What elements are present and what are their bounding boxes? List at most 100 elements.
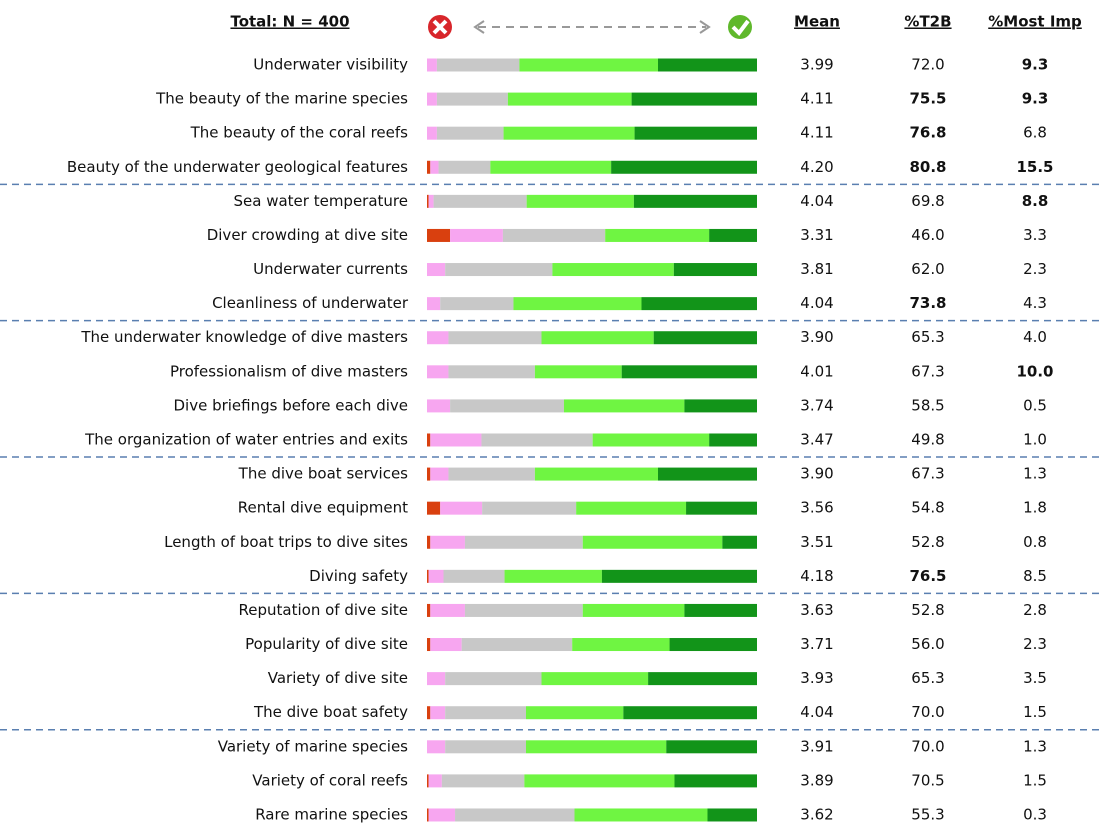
bar-segment: [430, 638, 462, 652]
cell-value: 49.8: [911, 430, 944, 448]
cell-value: 1.0: [1023, 430, 1047, 448]
bar-segment: [427, 672, 446, 686]
cell-value: 8.5: [1023, 567, 1047, 585]
cell-value: 72.0: [911, 56, 944, 74]
bar-segment: [686, 501, 757, 515]
bar-segment: [563, 399, 685, 413]
bar-segment: [633, 194, 757, 208]
cell-value: 4.04: [800, 192, 833, 210]
bar-segment: [582, 535, 723, 549]
cell-value: 1.3: [1023, 737, 1047, 755]
bar-segment: [430, 467, 449, 481]
row-label: Rare marine species: [255, 805, 408, 823]
row-label: Variety of coral reefs: [252, 771, 408, 789]
cell-value: 65.3: [911, 669, 944, 687]
bar-segment: [576, 501, 687, 515]
bar-segment: [441, 774, 525, 788]
bar-segment: [427, 740, 446, 754]
bar-segment: [658, 467, 757, 481]
cell-value: 65.3: [911, 328, 944, 346]
cell-value: 70.5: [911, 771, 944, 789]
bar-segment: [524, 774, 675, 788]
bar-segment: [461, 638, 573, 652]
bar-segment: [552, 263, 674, 277]
bar-segment: [592, 433, 710, 447]
bar-segment: [433, 194, 527, 208]
bar-segment: [707, 808, 757, 822]
bar-segment: [572, 638, 670, 652]
cell-value: 3.63: [800, 601, 833, 619]
cell-value: 1.8: [1023, 499, 1047, 517]
bar-segment: [623, 706, 757, 720]
bar-segment: [436, 58, 520, 72]
bar-segment: [440, 501, 483, 515]
bar-segment: [450, 399, 564, 413]
cell-value: 3.90: [800, 328, 833, 346]
cell-value: 4.04: [800, 703, 833, 721]
bar-segment: [504, 569, 602, 583]
cell-value: 3.71: [800, 635, 833, 653]
cell-value: 1.5: [1023, 771, 1047, 789]
row-label: Reputation of dive site: [239, 601, 408, 619]
bar-segment: [513, 297, 642, 311]
cell-value: 15.5: [1016, 158, 1053, 176]
bar-segment: [526, 194, 634, 208]
bar-segment: [601, 569, 757, 583]
bar-segment: [490, 160, 612, 174]
bar-segment: [445, 706, 526, 720]
cell-value: 0.3: [1023, 805, 1047, 823]
cell-value: 46.0: [911, 226, 944, 244]
bar-segment: [648, 672, 757, 686]
bar-segment: [448, 331, 542, 345]
cell-value: 9.3: [1022, 90, 1049, 108]
bar-segment: [605, 228, 710, 242]
cell-value: 52.8: [911, 533, 944, 551]
cell-value: 1.3: [1023, 465, 1047, 483]
bar-segment: [455, 808, 575, 822]
cell-value: 3.74: [800, 396, 833, 414]
bar-segment: [430, 603, 465, 617]
bar-segment: [427, 365, 449, 379]
bar-segment: [427, 638, 431, 652]
bar-segment: [684, 399, 757, 413]
row-label: The beauty of the marine species: [155, 90, 408, 108]
cell-value: 70.0: [911, 737, 944, 755]
cell-value: 10.0: [1016, 362, 1053, 380]
bar-segment: [653, 331, 757, 345]
bar-segment: [674, 774, 757, 788]
cell-value: 0.8: [1023, 533, 1047, 551]
bar-segment: [445, 672, 542, 686]
bar-segment: [428, 774, 442, 788]
bar-segment: [658, 58, 757, 72]
bar-segment: [427, 535, 431, 549]
bar-segment: [427, 58, 437, 72]
cell-value: 70.0: [911, 703, 944, 721]
cell-value: 56.0: [911, 635, 944, 653]
negative-icon: [428, 15, 452, 39]
cell-value: 3.3: [1023, 226, 1047, 244]
bar-segment: [436, 126, 504, 140]
bar-segment: [666, 740, 757, 754]
cell-value: 62.0: [911, 260, 944, 278]
cell-value: 3.51: [800, 533, 833, 551]
bar-segment: [427, 263, 446, 277]
cell-value: 3.91: [800, 737, 833, 755]
bar-segment: [428, 194, 434, 208]
bar-segment: [430, 433, 482, 447]
bar-segment: [445, 740, 526, 754]
cell-value: 3.47: [800, 430, 833, 448]
cell-value: 3.81: [800, 260, 833, 278]
row-label: Popularity of dive site: [245, 635, 408, 653]
row-label: Diving safety: [309, 567, 408, 585]
cell-value: 4.04: [800, 294, 833, 312]
bar-segment: [534, 467, 658, 481]
bar-segment: [684, 603, 757, 617]
row-label: The organization of water entries and ex…: [84, 430, 408, 448]
bar-segment: [428, 569, 444, 583]
row-label: Variety of dive site: [268, 669, 408, 687]
bar-segment: [427, 467, 431, 481]
cell-value: 73.8: [909, 294, 946, 312]
cell-value: 4.3: [1023, 294, 1047, 312]
bar-segment: [448, 365, 535, 379]
bar-segment: [541, 672, 649, 686]
